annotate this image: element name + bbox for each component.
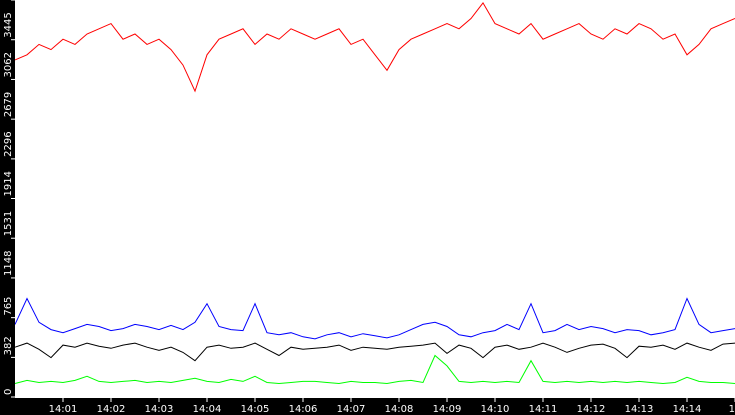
x-tick-label: 14:05	[241, 404, 270, 415]
y-tick-label: 2679	[3, 92, 14, 117]
x-tick-label: 14	[729, 404, 735, 415]
y-tick-label: 2296	[3, 131, 14, 156]
x-tick-label: 14:04	[193, 404, 222, 415]
x-tick-label: 14:11	[529, 404, 558, 415]
x-tick-label: 14:06	[289, 404, 318, 415]
axis-layer: 0382765114815311914229626793062344538281…	[3, 0, 735, 415]
series-line-2	[14, 342, 735, 362]
y-tick-label: 382	[3, 336, 14, 355]
y-tick-label: 3062	[3, 52, 14, 77]
x-tick-label: 14:03	[145, 404, 174, 415]
x-tick-label: 14:14	[673, 404, 702, 415]
series-line-1	[14, 297, 735, 340]
x-tick-label: 14:01	[49, 404, 78, 415]
y-tick-label: 0	[3, 389, 14, 395]
x-tick-label: 14:12	[577, 404, 606, 415]
y-tick-label: 765	[3, 297, 14, 316]
x-tick-label: 14:08	[385, 404, 414, 415]
series-line-3	[14, 354, 735, 385]
y-axis-strip	[0, 0, 15, 415]
series-line-0	[14, 2, 735, 93]
series-layer	[14, 2, 735, 385]
x-tick-label: 14:07	[337, 404, 366, 415]
x-axis-strip	[0, 398, 735, 415]
x-tick-label: 14:13	[625, 404, 654, 415]
y-tick-label: 3445	[3, 12, 14, 37]
y-tick-label: 1914	[3, 171, 14, 196]
x-tick-label: 14:02	[97, 404, 126, 415]
x-tick-label: 14:09	[433, 404, 462, 415]
y-tick-label: 1531	[3, 211, 14, 236]
y-tick-label: 1148	[3, 250, 14, 275]
x-tick-label: 14:10	[481, 404, 510, 415]
